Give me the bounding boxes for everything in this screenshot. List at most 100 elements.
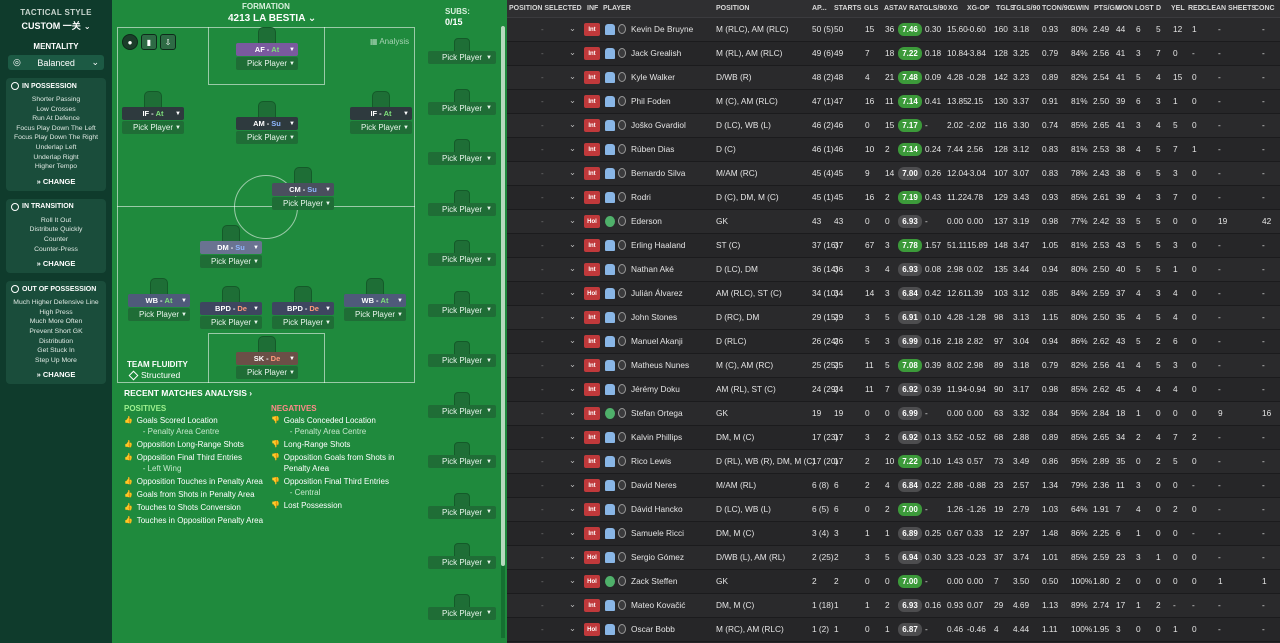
player-name[interactable]: Samuele Ricci: [631, 528, 685, 538]
role-label[interactable]: IF - At ▼: [122, 107, 184, 120]
sub-slot[interactable]: Pick Player ▼: [428, 88, 496, 115]
role-label[interactable]: AM - Su ▼: [236, 117, 298, 130]
player-slot-am[interactable]: AM - Su ▼ Pick Player ▼: [236, 101, 298, 144]
pick-player-button[interactable]: Pick Player ▼: [236, 57, 298, 70]
player-slot-sk[interactable]: SK - De ▼ Pick Player ▼: [236, 336, 298, 379]
table-row[interactable]: - ⌄ Int Rúben Dias D (C) 46 (1) 46 10 2 0.24 7.44 2…: [507, 138, 1280, 162]
pick-player-button[interactable]: Pick Player ▼: [428, 253, 496, 266]
column-header[interactable]: CONC: [1254, 5, 1275, 12]
pick-player-button[interactable]: Pick Player ▼: [272, 316, 334, 329]
sub-slot[interactable]: Pick Player ▼: [428, 391, 496, 418]
column-header[interactable]: XG-OP: [967, 5, 990, 12]
player-name[interactable]: Jérémy Doku: [631, 384, 680, 394]
download-icon[interactable]: ⇩: [160, 34, 176, 50]
sub-slot[interactable]: Pick Player ▼: [428, 543, 496, 569]
sub-slot[interactable]: Pick Player ▼: [428, 189, 496, 216]
table-row[interactable]: - ⌄ Int Mateo Kovačić DM, M (C) 1 (18) 1 1 2 0.16…: [507, 594, 1280, 618]
column-header[interactable]: TCON/90: [1042, 5, 1072, 12]
pick-player-button[interactable]: Pick Player ▼: [350, 121, 412, 134]
player-name[interactable]: Sergio Gómez: [631, 552, 685, 562]
table-row[interactable]: - ⌄ Int Kevin De Bruyne M (RLC), AM (RLC) 50 …: [507, 18, 1280, 42]
chevron-down-icon[interactable]: ⌄: [569, 527, 576, 537]
column-header[interactable]: GWIN: [1070, 5, 1090, 12]
player-slot-wb[interactable]: WB - At ▼ Pick Player ▼: [344, 278, 406, 321]
subs-scrollbar-thumb[interactable]: [501, 26, 505, 566]
pick-player-button[interactable]: Pick Player ▼: [428, 455, 496, 468]
role-label[interactable]: BPD - De ▼: [272, 302, 334, 315]
chevron-down-icon[interactable]: ⌄: [569, 479, 576, 489]
role-label[interactable]: AF - At ▼: [236, 43, 298, 56]
column-header[interactable]: GLS: [864, 5, 879, 12]
pick-player-button[interactable]: Pick Player ▼: [428, 556, 496, 569]
column-header[interactable]: POSITION SELECTED: [509, 5, 582, 12]
dot-icon[interactable]: ●: [122, 34, 138, 50]
table-row[interactable]: - ⌄ Int Manuel Akanji D (RLC) 26 (24) 26 5 3 0.16…: [507, 330, 1280, 354]
recent-matches-analysis-link[interactable]: RECENT MATCHES ANALYSIS ›: [124, 388, 253, 398]
pick-player-button[interactable]: Pick Player ▼: [122, 121, 184, 134]
pick-player-button[interactable]: Pick Player ▼: [200, 255, 262, 268]
chevron-down-icon[interactable]: ⌄: [569, 23, 576, 33]
change-button[interactable]: » CHANGE: [9, 370, 103, 379]
sub-slot[interactable]: Pick Player ▼: [428, 442, 496, 468]
pick-player-button[interactable]: Pick Player ▼: [428, 202, 496, 216]
chevron-down-icon[interactable]: ⌄: [569, 143, 576, 153]
pick-player-button[interactable]: Pick Player ▼: [428, 101, 496, 115]
player-name[interactable]: Matheus Nunes: [631, 360, 690, 370]
pick-player-button[interactable]: Pick Player ▼: [128, 308, 190, 321]
mentality-dropdown[interactable]: ◎ Balanced ⌄: [8, 55, 104, 70]
pick-player-button[interactable]: Pick Player ▼: [428, 51, 496, 64]
chevron-down-icon[interactable]: ⌄: [569, 311, 576, 321]
player-name[interactable]: Joško Gvardiol: [631, 120, 686, 130]
bar-chart-icon[interactable]: ▮: [141, 34, 157, 50]
table-row[interactable]: - ⌄ Int Samuele Ricci DM, M (C) 3 (4) 3 1 1 0.25 0…: [507, 522, 1280, 546]
pick-player-button[interactable]: Pick Player ▼: [428, 505, 496, 519]
column-header[interactable]: PLAYER: [603, 5, 631, 12]
role-label[interactable]: IF - At ▼: [350, 107, 412, 120]
sub-slot[interactable]: Pick Player ▼: [428, 492, 496, 519]
column-header[interactable]: XG: [948, 5, 959, 12]
chevron-down-icon[interactable]: ⌄: [569, 431, 576, 441]
player-slot-bpd[interactable]: BPD - De ▼ Pick Player ▼: [272, 286, 334, 329]
player-slot-wb[interactable]: WB - At ▼ Pick Player ▼: [128, 278, 190, 321]
table-row[interactable]: - ⌄ Int Jack Grealish M (RL), AM (RLC) 49 (6)…: [507, 42, 1280, 66]
chevron-down-icon[interactable]: ⌄: [569, 95, 576, 105]
formation-selector[interactable]: 4213 LA BESTIA ⌄: [228, 13, 316, 24]
pick-player-button[interactable]: Pick Player ▼: [344, 308, 406, 321]
table-row[interactable]: - ⌄ Int Erling Haaland ST (C) 37 (16) 37 67 3 1.5…: [507, 234, 1280, 258]
table-row[interactable]: - ⌄ Hol Zack Steffen GK 2 2 0 0 - 0.00 0.00 7 3.50 0.5…: [507, 570, 1280, 594]
player-slot-af[interactable]: AF - At ▼ Pick Player ▼: [236, 27, 298, 70]
chevron-down-icon[interactable]: ⌄: [569, 287, 576, 297]
player-name[interactable]: Kalvin Phillips: [631, 432, 683, 442]
sub-slot[interactable]: Pick Player ▼: [428, 240, 496, 266]
table-row[interactable]: - ⌄ Int Matheus Nunes M (C), AM (RC) 25 (25) 2…: [507, 354, 1280, 378]
player-name[interactable]: John Stones: [631, 312, 678, 322]
pick-player-button[interactable]: Pick Player ▼: [236, 366, 298, 379]
column-header[interactable]: LOST: [1135, 5, 1154, 12]
column-header[interactable]: STARTS: [834, 5, 862, 12]
column-header[interactable]: RED: [1188, 5, 1203, 12]
table-row[interactable]: - ⌄ Int Nathan Aké D (LC), DM 36 (14) 36 3 4 0.08…: [507, 258, 1280, 282]
chevron-down-icon[interactable]: ⌄: [569, 455, 576, 465]
tactical-style-selector[interactable]: CUSTOM 一关 ⌄: [6, 19, 106, 32]
chevron-down-icon[interactable]: ⌄: [569, 503, 576, 513]
column-header[interactable]: CLEAN SHEETS: [1202, 5, 1257, 12]
sub-slot[interactable]: Pick Player ▼: [428, 290, 496, 317]
chevron-down-icon[interactable]: ⌄: [569, 263, 576, 273]
chevron-down-icon[interactable]: ⌄: [569, 623, 576, 633]
player-name[interactable]: Bernardo Silva: [631, 168, 686, 178]
role-label[interactable]: SK - De ▼: [236, 352, 298, 365]
chevron-down-icon[interactable]: ⌄: [569, 335, 576, 345]
table-row[interactable]: - ⌄ Int Bernardo Silva M/AM (RC) 45 (4) 45 9 14 0…: [507, 162, 1280, 186]
table-row[interactable]: - ⌄ Int Kalvin Phillips DM, M (C) 17 (23) 17 3 2…: [507, 426, 1280, 450]
table-row[interactable]: - ⌄ Int John Stones D (RC), DM 29 (15) 29 3 5 0.1…: [507, 306, 1280, 330]
chevron-down-icon[interactable]: ⌄: [569, 71, 576, 81]
role-label[interactable]: DM - Su ▼: [200, 241, 262, 254]
table-row[interactable]: - ⌄ Hol Oscar Bobb M (RC), AM (RLC) 1 (2) 1 0 1 -…: [507, 618, 1280, 642]
table-row[interactable]: - ⌄ Int Jérémy Doku AM (RL), ST (C) 24 (29) 24…: [507, 378, 1280, 402]
sub-slot[interactable]: Pick Player ▼: [428, 38, 496, 64]
pick-player-button[interactable]: Pick Player ▼: [428, 404, 496, 418]
pick-player-button[interactable]: Pick Player ▼: [200, 316, 262, 329]
chevron-down-icon[interactable]: ⌄: [569, 119, 576, 129]
player-name[interactable]: Nathan Aké: [631, 264, 674, 274]
chevron-down-icon[interactable]: ⌄: [569, 167, 576, 177]
